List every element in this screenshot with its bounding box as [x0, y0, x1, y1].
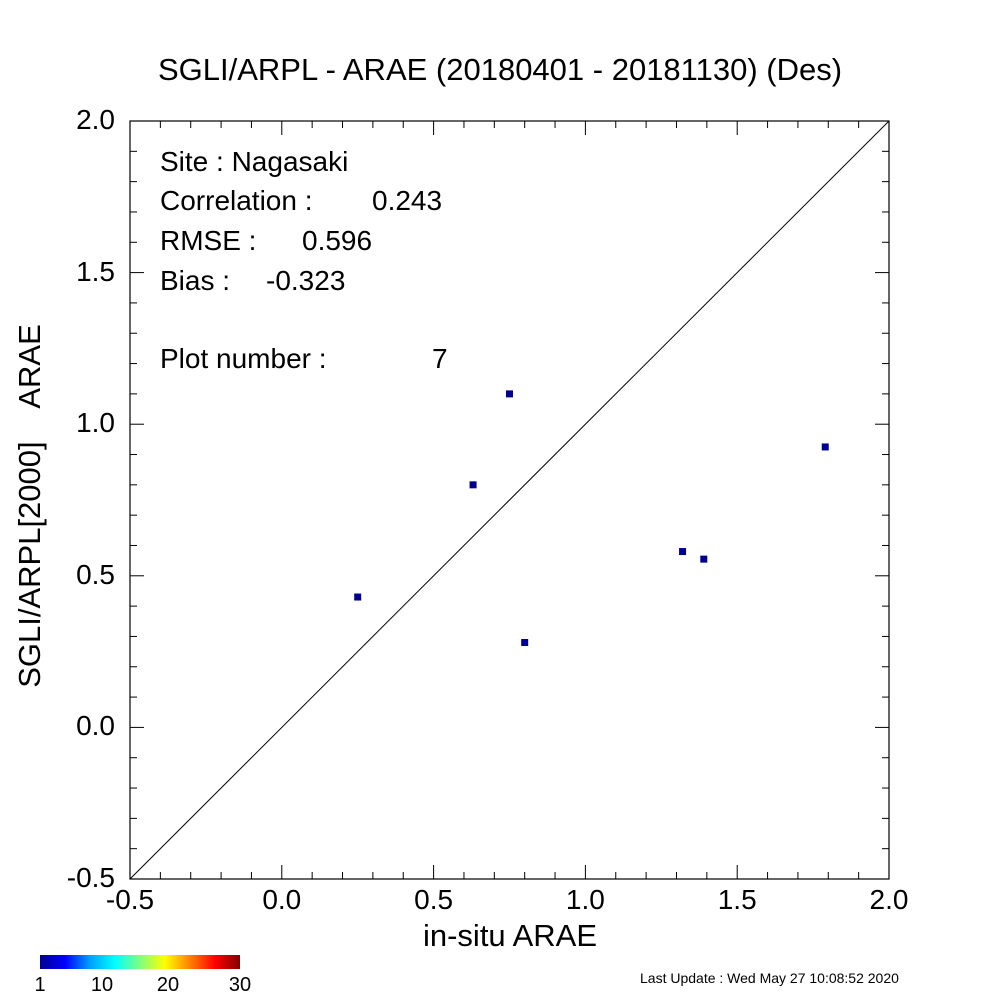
- y-axis-label: SGLI/ARPL[2000] ARAE: [12, 324, 47, 688]
- data-points: [354, 390, 829, 647]
- correlation-value: 0.243: [372, 185, 443, 216]
- correlation-label: Correlation :: [160, 185, 313, 216]
- y-tick-label: 1.0: [76, 407, 115, 439]
- plot-number-label: Plot number :: [160, 343, 327, 374]
- x-tick-label: 2.0: [869, 884, 909, 915]
- colorbar-tick-label: 20: [156, 974, 180, 996]
- data-point: [506, 390, 513, 398]
- y-tick-label: 0.5: [76, 558, 115, 590]
- x-tick-label: 0.0: [262, 884, 302, 915]
- plot-frame: [129, 120, 890, 880]
- data-point: [521, 639, 529, 647]
- colorbar-tick-label: 10: [90, 974, 114, 996]
- plot-number-value: 7: [432, 343, 448, 374]
- bias-label: Bias :: [160, 265, 231, 296]
- x-axis-label: in-situ ARAE: [422, 918, 597, 953]
- colorbar-tick-label: 30: [228, 974, 252, 996]
- site-label: Site : Nagasaki: [160, 146, 349, 177]
- colorbar-tick-label: 1: [34, 974, 46, 996]
- y-tick-label: 1.5: [76, 255, 115, 287]
- rmse-value: 0.596: [302, 225, 373, 256]
- x-tick-label: 0.5: [414, 884, 454, 915]
- x-tick-label: 1.5: [717, 884, 757, 915]
- bias-value: -0.323: [266, 265, 346, 296]
- last-update-text: Last Update : Wed May 27 10:08:52 2020: [640, 970, 899, 986]
- chart-title: SGLI/ARPL - ARAE (20180401 - 20181130) (…: [157, 52, 843, 87]
- axes-frame: [129, 120, 890, 880]
- data-point: [821, 443, 829, 451]
- one-to-one-line: [129, 120, 890, 880]
- y-axis-label-wrap: SGLI/ARPL[2000] ARAE: [0, 0, 60, 1000]
- data-point: [700, 555, 708, 563]
- data-point: [469, 481, 477, 489]
- rmse-label: RMSE :: [160, 225, 257, 256]
- x-tick-label: -0.5: [105, 884, 155, 915]
- y-tick-label: 0.0: [76, 710, 115, 742]
- data-point: [354, 593, 362, 601]
- x-tick-label: 1.0: [565, 884, 605, 915]
- data-point: [679, 548, 687, 556]
- colorbar: [40, 955, 240, 969]
- y-tick-label: -0.5: [66, 862, 115, 893]
- y-tick-label: 2.0: [76, 104, 115, 135]
